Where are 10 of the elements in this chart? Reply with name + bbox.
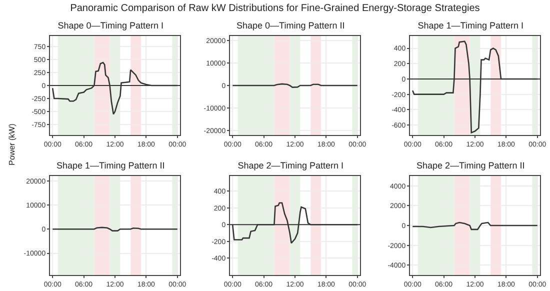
chart-title: Shape 1—Timing Pattern II bbox=[56, 160, 165, 170]
chart-title: Shape 2—Timing Pattern II bbox=[416, 160, 525, 170]
y-axis-title: Power (kW) bbox=[8, 122, 16, 168]
line-series bbox=[232, 202, 358, 244]
chart-title: Shape 0—Timing Pattern II bbox=[236, 20, 345, 30]
text: Panoramic Comparison of Raw kW Distributions for Fine-Grained Energy-Storage Strategies bbox=[69, 3, 481, 14]
chart-title: Shape 0—Timing Pattern I bbox=[58, 20, 164, 30]
line-series bbox=[412, 222, 538, 230]
chart-title: Shape 2—Timing Pattern I bbox=[238, 160, 344, 170]
chart-title: Shape 1—Timing Pattern I bbox=[418, 20, 524, 30]
